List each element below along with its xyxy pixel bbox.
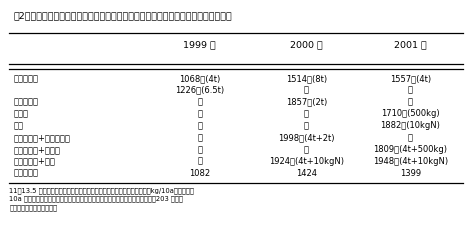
Text: 1998　(4t+2t): 1998 (4t+2t) [278,133,335,142]
Text: 窒素無施用: 窒素無施用 [14,169,39,178]
Text: －: － [408,133,413,142]
Text: 1857　(2t): 1857 (2t) [286,98,327,107]
Text: 1557　(4t): 1557 (4t) [390,74,431,83]
Text: 表2　有機物の単独施用、有機物の併用及び有機物と硫安との併用条件での全乾物重: 表2 有機物の単独施用、有機物の併用及び有機物と硫安との併用条件での全乾物重 [14,11,233,20]
Text: 1948　(4t+10kgN): 1948 (4t+10kgN) [373,157,448,166]
Text: －: － [197,157,202,166]
Text: 1924　(4t+10kgN): 1924 (4t+10kgN) [269,157,344,166]
Text: －: － [197,109,202,118]
Text: －: － [197,145,202,154]
Text: 2001 年: 2001 年 [394,40,427,49]
Text: 硫安: 硫安 [14,121,24,130]
Text: 1882　(10kgN): 1882 (10kgN) [380,121,440,130]
Text: －: － [197,121,202,130]
Text: －: － [408,86,413,95]
Text: 1999 年: 1999 年 [184,40,216,49]
Text: －: － [304,86,309,95]
Text: 豚ふん堆肥: 豚ふん堆肥 [14,98,39,107]
Text: －: － [408,98,413,107]
Text: －: － [197,98,202,107]
Text: 1082: 1082 [189,169,211,178]
Text: 牛ふん堆肥+硫安: 牛ふん堆肥+硫安 [14,157,56,166]
Text: 1226　(6.5t): 1226 (6.5t) [175,86,224,95]
Text: 1710　(500kg): 1710 (500kg) [381,109,440,118]
Text: －: － [304,121,309,130]
Text: 1068　(4t): 1068 (4t) [179,74,220,83]
Text: －: － [197,133,202,142]
Text: 11〜13.5 ㎡区での単年度施用の圃場試験結果。乾物重は黄熟期で単位はkg/10a。（）内は
10a 当たり有機物の現物施用量。硫安は窒素としての施用量。供試: 11〜13.5 ㎡区での単年度施用の圃場試験結果。乾物重は黄熟期で単位はkg/1… [9,187,194,211]
Text: 1514　(8t): 1514 (8t) [286,74,327,83]
Text: 2000 年: 2000 年 [290,40,322,49]
Text: 1809　(4t+500kg): 1809 (4t+500kg) [373,145,447,154]
Text: －: － [304,109,309,118]
Text: 1424: 1424 [296,169,317,178]
Text: －: － [304,145,309,154]
Text: 牛ふん堆肥+米ぬか: 牛ふん堆肥+米ぬか [14,145,61,154]
Text: 牛ふん堆肥+豚ふん堆肥: 牛ふん堆肥+豚ふん堆肥 [14,133,71,142]
Text: 1399: 1399 [400,169,421,178]
Text: 牛ふん堆肥: 牛ふん堆肥 [14,74,39,83]
Text: 米ぬか: 米ぬか [14,109,29,118]
